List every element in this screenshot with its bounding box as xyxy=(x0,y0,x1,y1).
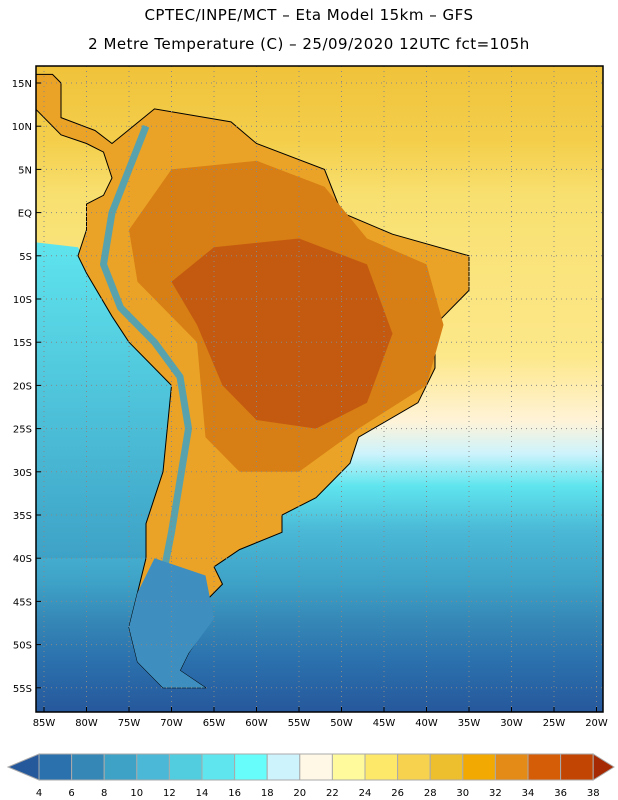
colorbar-label: 36 xyxy=(554,788,567,799)
colorbar-swatch xyxy=(494,753,529,781)
lat-label: 5N xyxy=(18,165,32,176)
lat-label: 45S xyxy=(13,597,32,608)
colorbar-swatch xyxy=(429,753,464,781)
colorbar-swatch xyxy=(331,753,366,781)
colorbar-label: 34 xyxy=(522,788,535,799)
colorbar-swatch xyxy=(527,753,562,781)
pacific-cool-region xyxy=(36,242,172,559)
hot-core-region xyxy=(171,238,393,429)
colorbar-label: 30 xyxy=(456,788,469,799)
colorbar-label: 4 xyxy=(36,788,42,799)
lat-label: 15S xyxy=(13,338,32,349)
colorbar-label: 26 xyxy=(391,788,404,799)
map-frame xyxy=(35,65,604,713)
colorbar-label: 18 xyxy=(261,788,274,799)
colorbar-label: 22 xyxy=(326,788,339,799)
lon-label: 80W xyxy=(75,718,98,729)
colorbar-swatch xyxy=(234,753,268,781)
title-line-1: CPTEC/INPE/MCT – Eta Model 15km – GFS xyxy=(144,6,474,24)
lon-label: 30W xyxy=(500,718,523,729)
colorbar-label: 24 xyxy=(359,788,372,799)
colorbar-swatch xyxy=(168,753,203,781)
lat-label: 20S xyxy=(13,381,32,392)
colorbar-swatch xyxy=(136,753,170,781)
colorbar-label: 32 xyxy=(489,788,502,799)
colorbar-label: 16 xyxy=(228,788,241,799)
lon-label: 35W xyxy=(458,718,481,729)
patagonia-cool-region xyxy=(129,558,214,688)
lat-label: 10S xyxy=(13,295,32,306)
lon-label: 75W xyxy=(118,718,141,729)
lat-label: 10N xyxy=(12,122,32,133)
colorbar-swatch xyxy=(364,753,399,781)
colorbar-swatch xyxy=(397,753,431,781)
colorbar-swatch xyxy=(299,753,333,781)
colorbar-swatch xyxy=(71,753,105,781)
andes-cool-strip xyxy=(100,124,192,577)
colorbar-swatch xyxy=(462,753,496,781)
lat-label: EQ xyxy=(18,209,32,220)
lat-label: 30S xyxy=(13,468,32,479)
lat-label: 25S xyxy=(13,425,32,436)
colorbar-label: 14 xyxy=(196,788,209,799)
title-line-2: 2 Metre Temperature (C) – 25/09/2020 12U… xyxy=(88,35,530,53)
lat-label: 5S xyxy=(19,252,32,263)
lon-label: 45W xyxy=(373,718,396,729)
lon-label: 20W xyxy=(585,718,608,729)
colorbar-label: 10 xyxy=(130,788,143,799)
colorbar-swatch xyxy=(560,753,594,781)
longitude-labels: 85W 80W 75W 70W 65W 60W 55W 50W 45W 40W 35W 30W 25W 2… xyxy=(33,707,608,729)
colorbar-swatch xyxy=(38,753,73,781)
lon-label: 60W xyxy=(245,718,268,729)
lon-label: 65W xyxy=(203,718,226,729)
lat-label: 55S xyxy=(13,684,32,695)
colorbar-swatch xyxy=(201,753,236,781)
lon-label: 50W xyxy=(330,718,353,729)
lon-label: 85W xyxy=(33,718,56,729)
lon-label: 70W xyxy=(160,718,183,729)
colorbar-label: 20 xyxy=(293,788,306,799)
lon-label: 40W xyxy=(415,718,438,729)
lon-label: 25W xyxy=(543,718,566,729)
latitude-labels: 15N 10N 5N EQ 5S 10S 15S 20S 25S 30S 35S 40S 45S 50S 5… xyxy=(12,79,41,695)
colorbar-swatch xyxy=(266,753,301,781)
lon-label: 55W xyxy=(288,718,311,729)
colorbar-label: 8 xyxy=(101,788,107,799)
colorbar: 4 6 8 10 12 14 16 18 20 22 24 26 28 30 32 34 36 38 xyxy=(6,753,615,799)
lat-label: 50S xyxy=(13,641,32,652)
colorbar-label: 12 xyxy=(163,788,176,799)
lat-label: 35S xyxy=(13,511,32,522)
lat-label: 40S xyxy=(13,554,32,565)
colorbar-high-arrow xyxy=(592,753,615,781)
colorbar-label: 38 xyxy=(587,788,600,799)
colorbar-swatch xyxy=(103,753,138,781)
colorbar-label: 28 xyxy=(424,788,437,799)
colorbar-label: 6 xyxy=(68,788,74,799)
colorbar-low-arrow xyxy=(6,753,40,781)
lat-label: 15N xyxy=(12,79,32,90)
